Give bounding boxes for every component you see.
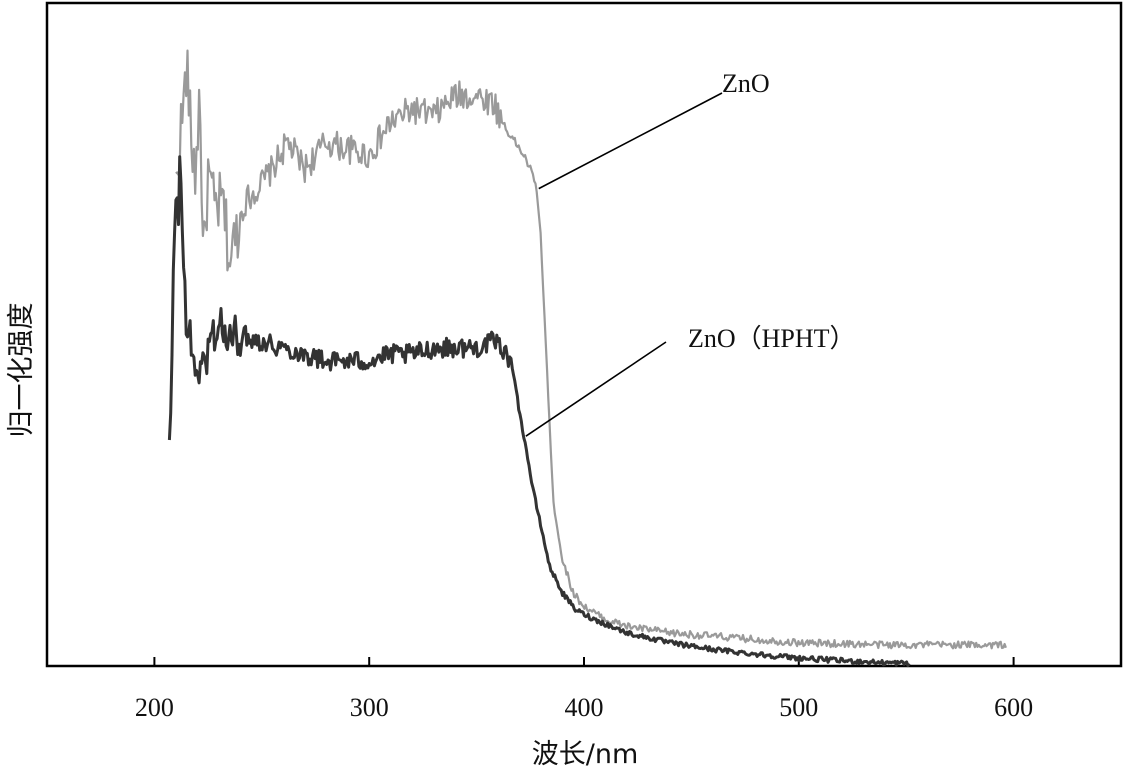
x-tick-label: 400 [565, 693, 604, 722]
x-tick-label: 500 [779, 693, 818, 722]
annotations: ZnO ZnO（HPHT） [525, 69, 856, 437]
x-axis-label: 波长/nm [532, 739, 639, 770]
series-annotation-label: ZnO（HPHT） [688, 324, 856, 353]
annotation-leader-line [538, 92, 723, 190]
series-layer [167, 49, 1007, 668]
y-axis-label: 归一化强度 [6, 303, 37, 438]
plot-frame [45, 1, 1123, 668]
series-annotation-label: ZnO [722, 69, 770, 98]
x-tick-label: 600 [994, 693, 1033, 722]
series-line-zno-hpht [167, 155, 911, 668]
annotation-leader-line [525, 341, 667, 437]
x-tick-label: 300 [350, 693, 389, 722]
series-line-zno [175, 49, 1007, 650]
x-tick-label: 200 [135, 693, 174, 722]
